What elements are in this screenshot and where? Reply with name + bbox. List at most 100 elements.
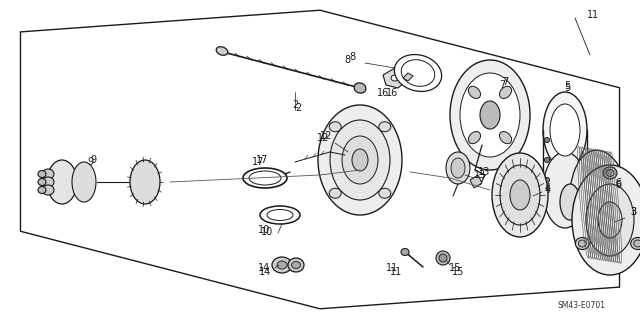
Text: 4: 4 (545, 183, 551, 193)
Ellipse shape (352, 149, 368, 171)
Text: 13: 13 (474, 170, 486, 180)
Ellipse shape (260, 206, 300, 224)
Ellipse shape (249, 171, 281, 185)
Text: 6: 6 (615, 178, 621, 188)
Ellipse shape (570, 150, 630, 260)
Ellipse shape (354, 83, 366, 93)
Polygon shape (470, 175, 482, 188)
Ellipse shape (329, 122, 341, 132)
Text: SM43-E0701: SM43-E0701 (558, 300, 606, 309)
Ellipse shape (329, 188, 341, 198)
Ellipse shape (130, 160, 160, 204)
Ellipse shape (510, 180, 530, 210)
Text: 5: 5 (564, 81, 570, 91)
Ellipse shape (379, 188, 391, 198)
Text: 9: 9 (90, 155, 96, 165)
Text: 13: 13 (478, 167, 490, 177)
Text: 17: 17 (256, 155, 268, 165)
Text: 12: 12 (317, 133, 329, 143)
Text: 6: 6 (615, 180, 621, 190)
Text: 15: 15 (452, 267, 464, 277)
Text: 5: 5 (564, 83, 570, 93)
Ellipse shape (622, 193, 638, 223)
Ellipse shape (480, 101, 500, 129)
Text: 17: 17 (252, 157, 264, 167)
Ellipse shape (288, 258, 304, 272)
Text: 8: 8 (349, 52, 355, 62)
Text: 7: 7 (502, 77, 508, 87)
Ellipse shape (379, 122, 391, 132)
Text: 7: 7 (499, 80, 505, 90)
Polygon shape (403, 73, 413, 81)
Text: 10: 10 (261, 227, 273, 237)
Ellipse shape (38, 179, 46, 186)
Ellipse shape (460, 73, 520, 157)
Text: 2: 2 (295, 103, 301, 113)
Ellipse shape (451, 158, 465, 178)
Ellipse shape (572, 165, 640, 275)
Ellipse shape (500, 165, 540, 225)
Ellipse shape (42, 169, 54, 179)
Ellipse shape (586, 184, 634, 256)
Text: 4: 4 (545, 185, 551, 195)
Text: 11: 11 (390, 267, 402, 277)
Ellipse shape (267, 210, 293, 220)
Ellipse shape (394, 55, 442, 92)
Ellipse shape (603, 167, 617, 179)
Ellipse shape (42, 185, 54, 195)
Ellipse shape (243, 168, 287, 188)
Ellipse shape (560, 184, 580, 220)
Ellipse shape (291, 262, 301, 269)
Ellipse shape (42, 177, 54, 187)
Ellipse shape (579, 240, 586, 247)
Text: 12: 12 (320, 131, 332, 141)
Ellipse shape (216, 47, 228, 55)
Text: 10: 10 (258, 225, 270, 235)
Ellipse shape (401, 249, 409, 256)
Text: 9: 9 (87, 157, 93, 167)
Ellipse shape (550, 104, 580, 156)
Ellipse shape (468, 86, 481, 99)
Ellipse shape (47, 160, 77, 204)
Ellipse shape (436, 251, 450, 265)
Ellipse shape (450, 60, 530, 170)
Ellipse shape (499, 131, 511, 144)
Ellipse shape (446, 152, 470, 184)
Text: 15: 15 (449, 263, 461, 273)
Ellipse shape (545, 177, 550, 182)
Ellipse shape (630, 238, 640, 249)
Text: 1: 1 (587, 10, 593, 20)
Text: 1: 1 (592, 10, 598, 20)
Ellipse shape (543, 92, 587, 168)
Ellipse shape (468, 131, 481, 144)
Ellipse shape (72, 162, 96, 202)
Text: 3: 3 (630, 207, 636, 217)
Ellipse shape (38, 170, 46, 177)
Text: 14: 14 (258, 263, 270, 273)
Text: 16: 16 (377, 88, 389, 98)
Text: 11: 11 (386, 263, 398, 273)
Ellipse shape (543, 152, 587, 228)
Text: 14: 14 (259, 267, 271, 277)
Ellipse shape (277, 261, 287, 269)
Ellipse shape (330, 120, 390, 200)
Ellipse shape (391, 75, 399, 81)
Ellipse shape (439, 254, 447, 262)
Text: 8: 8 (344, 55, 350, 65)
Ellipse shape (499, 86, 511, 99)
Ellipse shape (598, 202, 622, 238)
Polygon shape (383, 68, 408, 88)
Ellipse shape (545, 158, 550, 162)
Polygon shape (20, 10, 620, 309)
Ellipse shape (575, 238, 589, 249)
Ellipse shape (272, 257, 292, 273)
Ellipse shape (545, 137, 550, 143)
Ellipse shape (634, 240, 640, 247)
Ellipse shape (342, 136, 378, 184)
Ellipse shape (38, 187, 46, 194)
Ellipse shape (492, 153, 548, 237)
Text: 2: 2 (292, 100, 298, 110)
Ellipse shape (401, 60, 435, 86)
Ellipse shape (318, 105, 402, 215)
Text: 3: 3 (630, 207, 636, 217)
